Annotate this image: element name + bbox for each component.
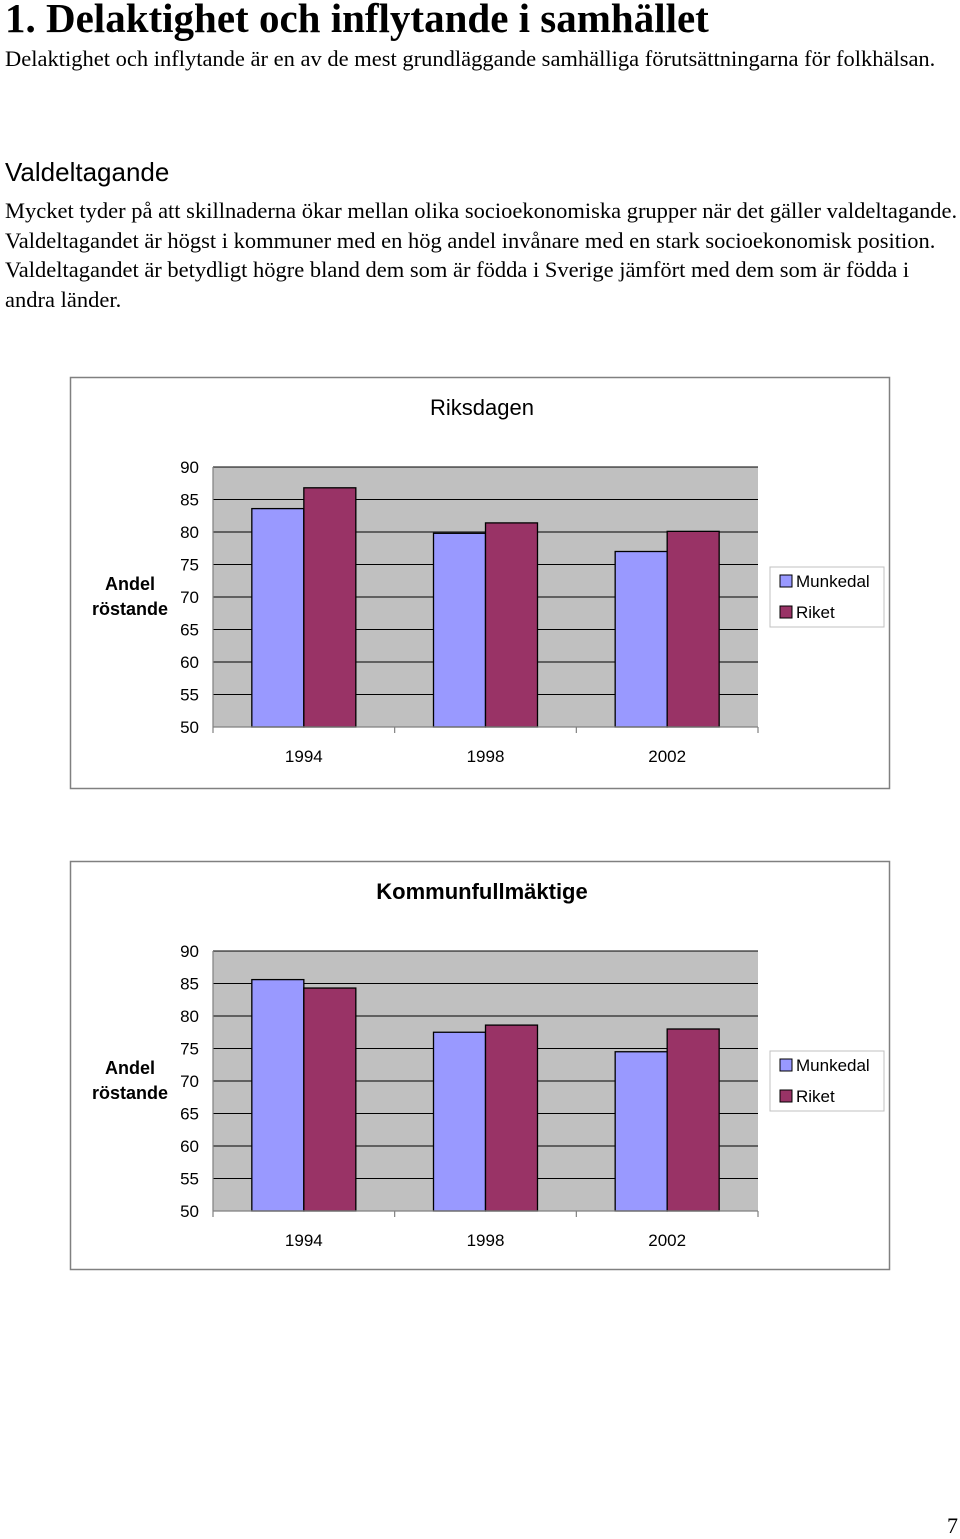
y-tick-label: 80	[180, 1007, 199, 1026]
y-tick-label: 90	[180, 942, 199, 961]
y-tick-label: 70	[180, 588, 199, 607]
y-tick-label: 55	[180, 1170, 199, 1189]
bar-riket-1998	[484, 1024, 539, 1212]
bar-munkedal-2002	[614, 550, 668, 728]
bar-riket-2002	[666, 1028, 720, 1212]
chart-kommunfullmaktige-svg: Kommunfullmäktige 90 85 80 75 70 65 60 55 50 Andel…	[69, 860, 891, 1271]
y-tick-label: 85	[180, 491, 199, 510]
legend-swatch-munkedal	[779, 574, 793, 588]
y-tick-label: 55	[180, 686, 199, 705]
y-axis-label: Andel röstande	[92, 1058, 168, 1103]
x-tick-label: 1998	[467, 1231, 505, 1250]
legend-swatch-munkedal	[779, 1058, 793, 1072]
y-tick-label: 80	[180, 523, 199, 542]
chart-title: Riksdagen	[430, 395, 534, 420]
legend-label-riket: Riket	[796, 603, 835, 622]
y-tick-label: 65	[180, 1105, 199, 1124]
legend-label-munkedal: Munkedal	[796, 1056, 870, 1075]
y-tick-label: 75	[180, 1040, 199, 1059]
legend-label-riket: Riket	[796, 1087, 835, 1106]
legend-label-munkedal: Munkedal	[796, 572, 870, 591]
chart-riksdagen-svg: Riksdagen 90 85 80 75 70 65 60 55 50 Andel röstande…	[69, 376, 891, 790]
bar-munkedal-1994	[251, 507, 305, 728]
y-tick-label: 75	[180, 556, 199, 575]
x-tick-label: 1994	[285, 1231, 323, 1250]
y-tick-label: 60	[180, 1137, 199, 1156]
body-paragraph: Mycket tyder på att skillnaderna ökar me…	[5, 198, 958, 312]
y-tick-label: 65	[180, 621, 199, 640]
x-tick-label: 1994	[285, 747, 323, 766]
bar-munkedal-1998	[432, 1031, 487, 1212]
bar-riket-1994	[303, 987, 357, 1212]
y-axis-label: Andel röstande	[92, 574, 168, 619]
x-tick-label: 1998	[467, 747, 505, 766]
y-tick-label: 90	[180, 458, 199, 477]
bar-riket-1994	[303, 487, 357, 728]
page-number: 7	[947, 1513, 958, 1538]
y-tick-label: 70	[180, 1072, 199, 1091]
bar-riket-1998	[484, 522, 539, 728]
x-tick-label: 2002	[648, 1231, 686, 1250]
bar-munkedal-2002	[614, 1051, 668, 1212]
legend-swatch-riket	[779, 605, 793, 619]
bar-munkedal-1998	[432, 532, 487, 728]
y-tick-label: 50	[180, 718, 199, 737]
y-tick-label: 50	[180, 1202, 199, 1221]
bar-riket-2002	[666, 530, 720, 728]
page-heading: 1. Delaktighet och inflytande i samhälle…	[5, 0, 709, 41]
section-heading: Valdeltagande	[5, 157, 170, 187]
chart-title: Kommunfullmäktige	[376, 879, 587, 904]
intro-paragraph: Delaktighet och inflytande är en av de m…	[5, 46, 936, 71]
y-tick-label: 85	[180, 975, 199, 994]
bar-munkedal-1994	[251, 978, 305, 1212]
y-tick-label: 60	[180, 653, 199, 672]
legend-swatch-riket	[779, 1089, 793, 1103]
x-tick-label: 2002	[648, 747, 686, 766]
chart-kommunfullmaktige: Kommunfullmäktige 90 85 80 75 70 65 60 55 50 Andel…	[69, 860, 891, 1271]
chart-riksdagen: Riksdagen 90 85 80 75 70 65 60 55 50 Andel röstande…	[69, 376, 891, 790]
